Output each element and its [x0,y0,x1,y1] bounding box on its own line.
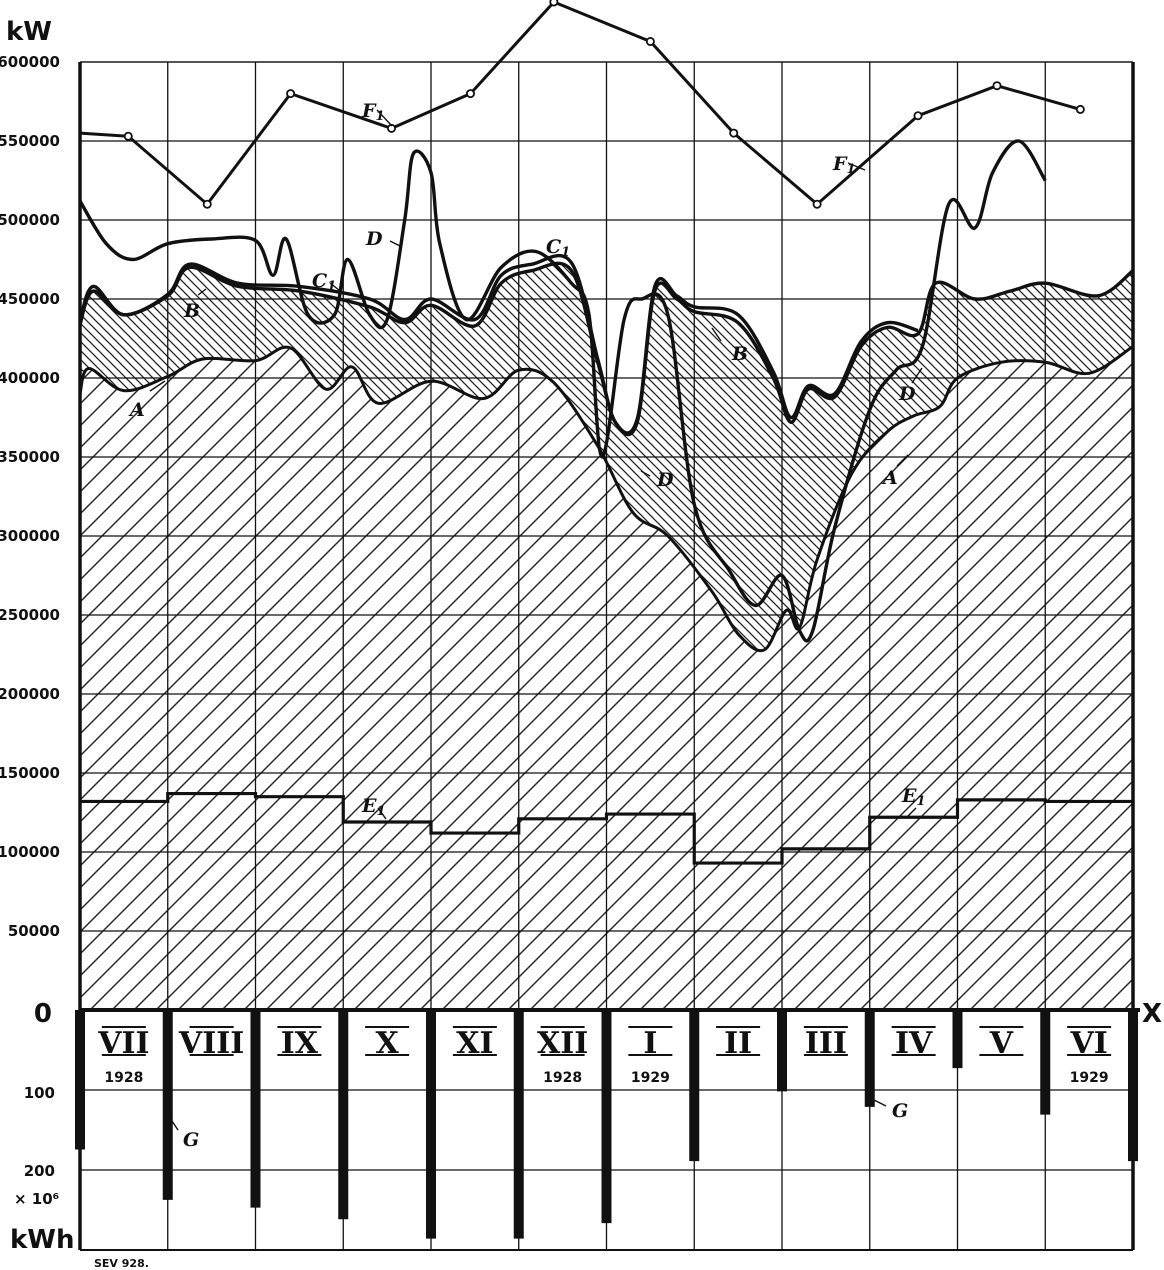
y-tick-label: 200000 [0,685,60,703]
curve-b [78,261,1135,437]
curve-label-pointer [640,470,651,477]
f1-point-marker [645,36,655,46]
energy-bar-g [250,1010,261,1208]
curve-label: A [881,467,898,489]
curve-label: D [365,228,383,250]
y-tick-label: 50000 [8,922,60,940]
f1-point-marker [549,0,559,7]
y-tick-label: 550000 [0,132,60,150]
curve-label-pointer [329,282,345,295]
curve-label: F1 [361,100,385,124]
energy-bar-g [75,1010,85,1150]
y-tick-label: 100000 [0,843,60,861]
f1-point-marker [812,199,822,209]
y-tick-label: 250000 [0,606,60,624]
curve-label-pointer [911,367,923,384]
energy-bar-g [513,1010,524,1239]
y-tick-label: 500000 [0,211,60,229]
curve-label-pointer [376,109,393,127]
curve-label: D [656,469,674,491]
energy-bar-g [162,1010,173,1200]
energy-bar-g [426,1010,436,1239]
curve-label-subscript: 1 [561,245,570,260]
lower-tick-label: 100 [24,1084,55,1102]
curve-label-pointer [555,261,559,271]
f1-point-marker [465,89,475,99]
y-tick-label: 150000 [0,764,60,782]
footer-label: SEV 928. [94,1257,149,1270]
lower-unit-label: kWh [10,1225,74,1255]
energy-bar-g [864,1010,875,1107]
energy-bar-g [1128,1010,1138,1162]
lower-unit-label: × 10⁶ [14,1190,59,1208]
energy-bar-g [601,1010,612,1224]
curve-f1 [79,0,1081,207]
curve-label-pointer [711,327,722,342]
y-unit-label: kW [6,17,52,47]
y-tick-label: 400000 [0,369,60,387]
energy-bar-g [1040,1010,1051,1115]
energy-bar-g [338,1010,349,1220]
energy-bar-g [952,1010,963,1069]
curve-label: D [898,383,916,405]
year-label: 1929 [631,1070,670,1086]
curve-label-pointer [896,454,909,467]
curve-label: B [731,343,748,365]
curve-label: A [128,399,145,421]
curve-label-pointer [389,240,401,247]
energy-bar-g [689,1010,700,1162]
y-tick-label: 0 [34,999,52,1029]
year-label: 1929 [1070,1070,1109,1086]
curve-label-subscript: 1 [327,279,336,294]
year-label: 1928 [543,1070,582,1086]
curve-label-pointer [149,380,166,392]
f1-point-marker [913,111,923,121]
curve-label-subscript: 1 [847,162,856,177]
f1-point-marker [729,128,739,138]
lower-tick-label: 200 [24,1162,55,1180]
y-tick-label: 450000 [0,290,60,308]
f1-point-marker [992,81,1002,91]
f1-point-marker [286,89,296,99]
energy-bar-g [777,1010,787,1092]
curve-label-pointer [873,1099,887,1107]
month-label: I [643,1026,657,1061]
y-tick-label: 300000 [0,527,60,545]
curve-label: C1 [312,270,336,294]
curve-e1 [80,791,1133,865]
curve-label: B [183,300,200,322]
curve-label-pointer [377,807,387,820]
curve-label-pointer [905,807,917,819]
curve-label: G [892,1100,908,1122]
curve-label: C1 [546,236,570,260]
curve-label-subscript: 1 [376,109,385,124]
curve-label: G [183,1129,199,1151]
x-axis-label: X [1142,999,1162,1029]
y-tick-label: 600000 [0,53,60,71]
f1-point-marker [123,131,133,141]
f1-point-marker [1075,104,1085,114]
year-label: 1928 [104,1070,143,1086]
curve-label-pointer [847,162,866,171]
curve-label-pointer [197,288,207,296]
y-tick-label: 350000 [0,448,60,466]
f1-point-marker [202,199,212,209]
curve-label-subscript: 1 [916,794,925,809]
curve-label-pointer [169,1117,179,1131]
curve-a [78,345,1134,653]
